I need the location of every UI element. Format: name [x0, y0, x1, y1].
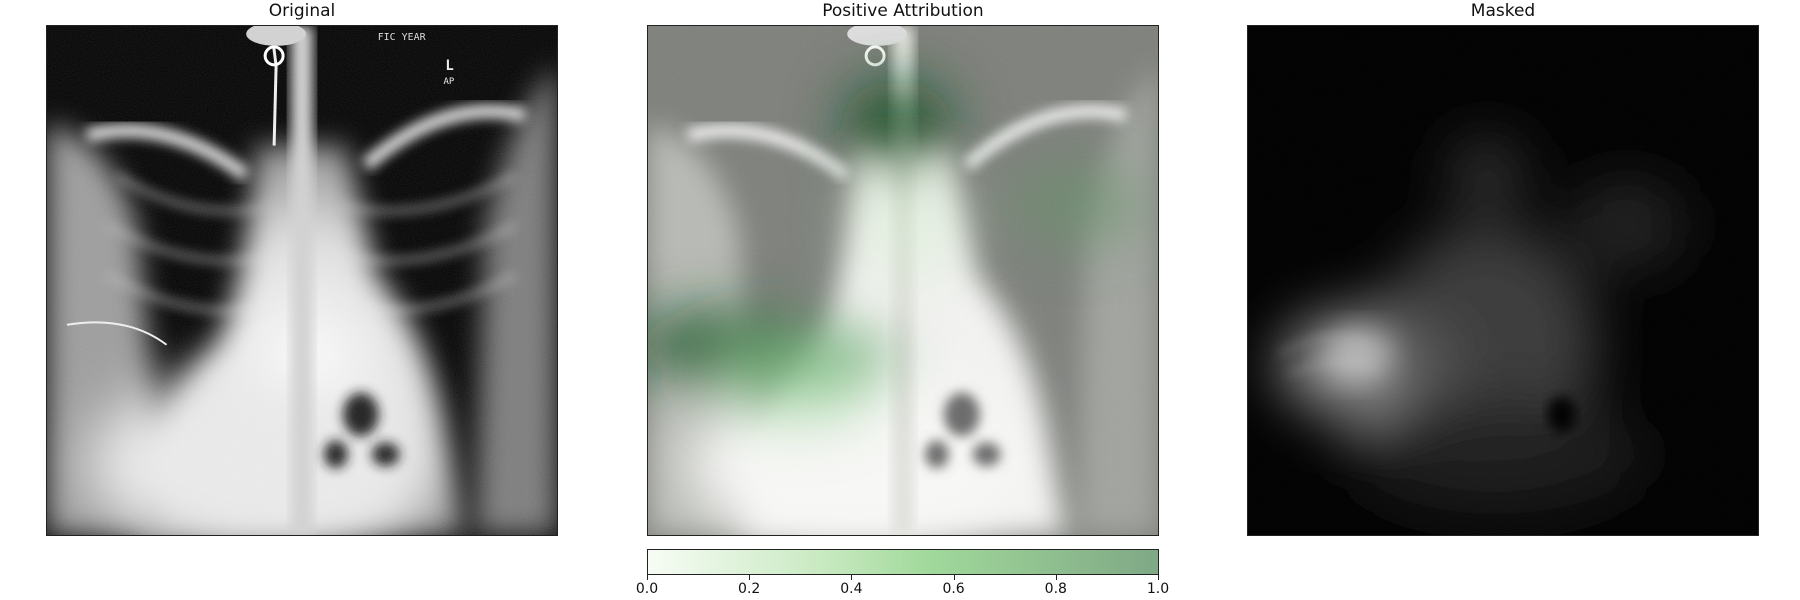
- colorbar-tick-mark: [647, 575, 648, 580]
- colorbar-tick-mark: [1158, 575, 1159, 580]
- attribution-overlay-image: [647, 25, 1159, 536]
- attribution-colorbar: [647, 549, 1159, 575]
- colorbar-tick-label: 0.8: [1044, 581, 1067, 597]
- xray-side-marker-sub: AP: [443, 77, 454, 87]
- masked-image: [1247, 25, 1759, 536]
- colorbar-tick-label: 0.4: [840, 581, 863, 597]
- colorbar-tick-label: 0.2: [738, 581, 761, 597]
- original-title: Original: [268, 1, 336, 21]
- colorbar-tick-mark: [1055, 575, 1057, 580]
- colorbar-tick-label: 1.0: [1146, 581, 1170, 597]
- original-xray-image: FIC YEAR L AP: [46, 25, 558, 536]
- colorbar-tick-label: 0.6: [942, 581, 965, 597]
- attribution-title: Positive Attribution: [822, 1, 984, 21]
- xray-top-text: FIC YEAR: [378, 32, 426, 43]
- colorbar-tick-label: 0.0: [635, 581, 659, 597]
- xray-side-marker: L: [445, 58, 453, 74]
- masked-title: Masked: [1470, 1, 1536, 21]
- colorbar-tick-mark: [749, 575, 751, 580]
- colorbar-tick-mark: [851, 575, 853, 580]
- colorbar-tick-mark: [953, 575, 955, 580]
